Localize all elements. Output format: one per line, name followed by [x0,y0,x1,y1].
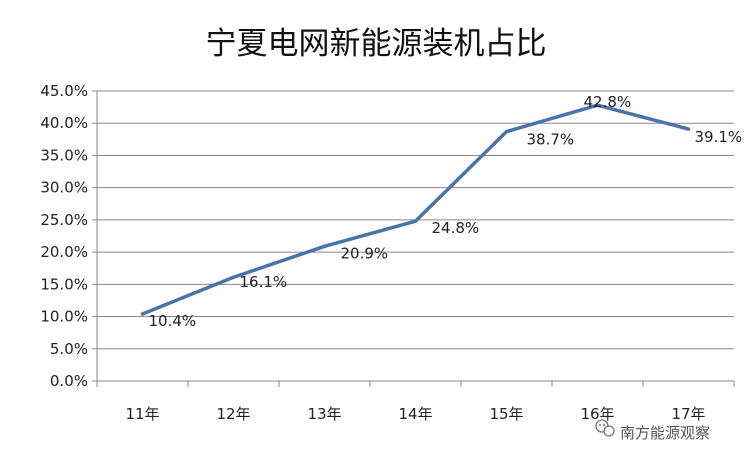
y-axis: 0.0% 5.0% 10.0% 15.0% 20.0% 25.0% 30.0% 35.0% 40… [40,82,88,390]
data-label: 20.9% [341,244,389,262]
data-labels: 10.4% 16.1% 20.9% 24.8% 38.7% 42.8% 39.1% [149,93,743,330]
grid [92,90,734,382]
series [140,103,691,316]
data-label: 10.4% [149,312,197,330]
x-tick-label: 11年 [125,405,159,423]
watermark: 南方能源观察 [595,419,710,442]
y-tick-label: 5.0% [50,340,88,358]
y-tick-label: 45.0% [40,82,88,100]
watermark-text: 南方能源观察 [620,424,710,442]
x-tick-label: 17年 [671,405,705,423]
x-axis: 11年 12年 13年 14年 15年 16年 17年 [96,381,735,423]
series-line [140,103,691,316]
data-label: 38.7% [527,131,575,149]
y-tick-label: 10.0% [40,308,88,326]
y-tick-label: 40.0% [40,114,88,132]
data-label: 39.1% [695,128,743,146]
data-label: 16.1% [240,273,288,291]
y-tick-label: 30.0% [40,179,88,197]
x-tick-label: 12年 [216,405,250,423]
chart-title: 宁夏电网新能源装机占比 [206,26,547,62]
y-tick-label: 35.0% [40,146,88,164]
data-label: 24.8% [432,219,480,237]
y-tick-label: 0.0% [50,372,88,390]
y-tick-label: 20.0% [40,243,88,261]
y-tick-label: 15.0% [40,275,88,293]
x-tick-label: 15年 [489,405,523,423]
data-label: 42.8% [584,93,632,111]
y-tick-label: 25.0% [40,211,88,229]
x-tick-label: 16年 [580,405,614,423]
x-tick-label: 13年 [307,405,341,423]
x-tick-label: 14年 [398,405,432,423]
wechat-icon [595,419,615,437]
